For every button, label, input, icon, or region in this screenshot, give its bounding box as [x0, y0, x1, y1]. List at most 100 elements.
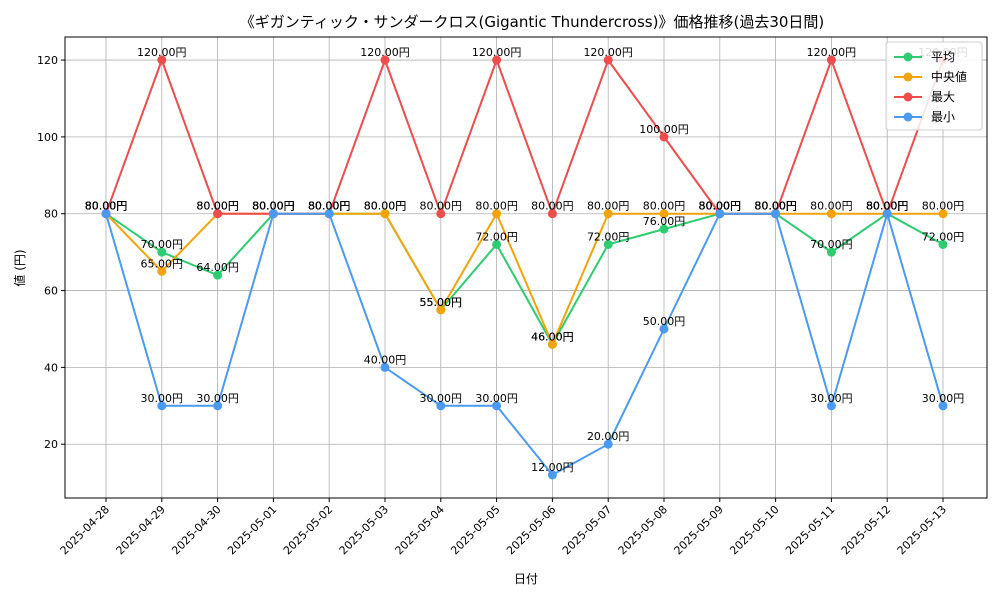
data-point [882, 209, 892, 219]
data-point [603, 239, 613, 249]
data-label: 80.00円 [866, 200, 909, 213]
data-label: 80.00円 [85, 200, 128, 213]
data-point [547, 209, 557, 219]
data-label: 120.00円 [807, 46, 857, 59]
grid [65, 37, 987, 498]
data-label: 80.00円 [420, 200, 463, 213]
data-point [213, 401, 223, 411]
data-point [380, 55, 390, 65]
data-label: 120.00円 [360, 46, 410, 59]
data-point [659, 224, 669, 234]
y-tick-label: 80 [44, 208, 58, 221]
data-label: 80.00円 [252, 200, 295, 213]
data-label: 120.00円 [137, 46, 187, 59]
x-tick-label: 2025-05-04 [393, 503, 447, 557]
data-label: 80.00円 [364, 200, 407, 213]
data-point [436, 209, 446, 219]
data-label: 80.00円 [308, 200, 351, 213]
data-label: 46.00円 [531, 330, 574, 343]
data-point [213, 209, 223, 219]
data-point [213, 270, 223, 280]
data-point [826, 55, 836, 65]
data-point [603, 439, 613, 449]
data-point [547, 470, 557, 480]
data-point [826, 209, 836, 219]
data-point [938, 401, 948, 411]
data-label: 80.00円 [85, 200, 128, 213]
data-point [157, 247, 167, 257]
x-axis-ticks: 2025-04-28 2025-04-29 2025-04-30 2025-05-01… [58, 498, 949, 557]
data-point [436, 401, 446, 411]
data-label: 80.00円 [699, 200, 742, 213]
legend-marker [903, 92, 913, 102]
x-tick-label: 2025-05-08 [616, 503, 670, 557]
data-label: 80.00円 [866, 200, 909, 213]
x-tick-label: 2025-05-07 [560, 503, 614, 557]
legend-marker [903, 112, 913, 122]
data-point [101, 209, 111, 219]
data-label: 80.00円 [252, 200, 295, 213]
data-label: 80.00円 [866, 200, 909, 213]
x-tick-label: 2025-05-02 [281, 503, 335, 557]
series-line [105, 210, 944, 477]
x-tick-label: 2025-05-06 [504, 503, 558, 557]
data-label: 80.00円 [754, 200, 797, 213]
x-axis-label: 日付 [514, 572, 538, 586]
data-label: 30.00円 [475, 392, 518, 405]
data-point [492, 401, 502, 411]
data-label: 80.00円 [252, 200, 295, 213]
y-tick-label: 100 [37, 131, 58, 144]
plot-frame [64, 36, 988, 499]
data-label: 80.00円 [587, 200, 630, 213]
data-label: 30.00円 [196, 392, 239, 405]
data-label: 12.00円 [531, 461, 574, 474]
data-label: 80.00円 [643, 200, 686, 213]
legend-entry: 平均 [931, 50, 955, 64]
data-point [938, 209, 948, 219]
x-tick-label: 2025-05-11 [783, 503, 837, 557]
data-label: 72.00円 [587, 230, 630, 243]
x-tick-label: 2025-05-10 [727, 503, 781, 557]
data-labels: 80.00円 70.00円 64.00円 80.00円 80.00円 80.00円 55.0… [85, 46, 968, 474]
data-label: 80.00円 [699, 200, 742, 213]
data-label: 80.00円 [196, 200, 239, 213]
y-tick-label: 120 [37, 54, 58, 67]
data-label: 30.00円 [922, 392, 965, 405]
data-label: 80.00円 [866, 200, 909, 213]
data-point [492, 239, 502, 249]
y-tick-label: 60 [44, 285, 58, 298]
data-label: 30.00円 [420, 392, 463, 405]
data-point [659, 209, 669, 219]
data-label: 80.00円 [754, 200, 797, 213]
data-point [659, 324, 669, 334]
series-4 [101, 209, 948, 480]
series-line [105, 212, 944, 347]
series-line [105, 57, 944, 217]
y-axis-ticks: 20 40 60 80 100 120 [37, 54, 65, 451]
data-label: 64.00円 [196, 261, 239, 274]
data-label: 80.00円 [475, 200, 518, 213]
data-label: 80.00円 [754, 200, 797, 213]
x-tick-label: 2025-05-03 [337, 503, 391, 557]
data-label: 80.00円 [85, 200, 128, 213]
data-label: 80.00円 [364, 200, 407, 213]
data-point [826, 247, 836, 257]
x-tick-label: 2025-05-09 [672, 503, 726, 557]
data-point [492, 55, 502, 65]
data-label: 55.00円 [420, 296, 463, 309]
legend-box [885, 41, 983, 131]
data-label: 120.00円 [472, 46, 522, 59]
data-point [715, 209, 725, 219]
legend-entry: 最大 [931, 90, 955, 104]
data-label: 80.00円 [308, 200, 351, 213]
data-point [603, 209, 613, 219]
data-point [771, 209, 781, 219]
legend-entry: 最小 [931, 110, 955, 124]
y-axis-label: 値 (円) [12, 249, 27, 286]
data-label: 70.00円 [810, 238, 853, 251]
data-label: 65.00円 [141, 257, 184, 270]
data-label: 72.00円 [475, 230, 518, 243]
y-tick-label: 20 [44, 438, 58, 451]
data-point [603, 55, 613, 65]
